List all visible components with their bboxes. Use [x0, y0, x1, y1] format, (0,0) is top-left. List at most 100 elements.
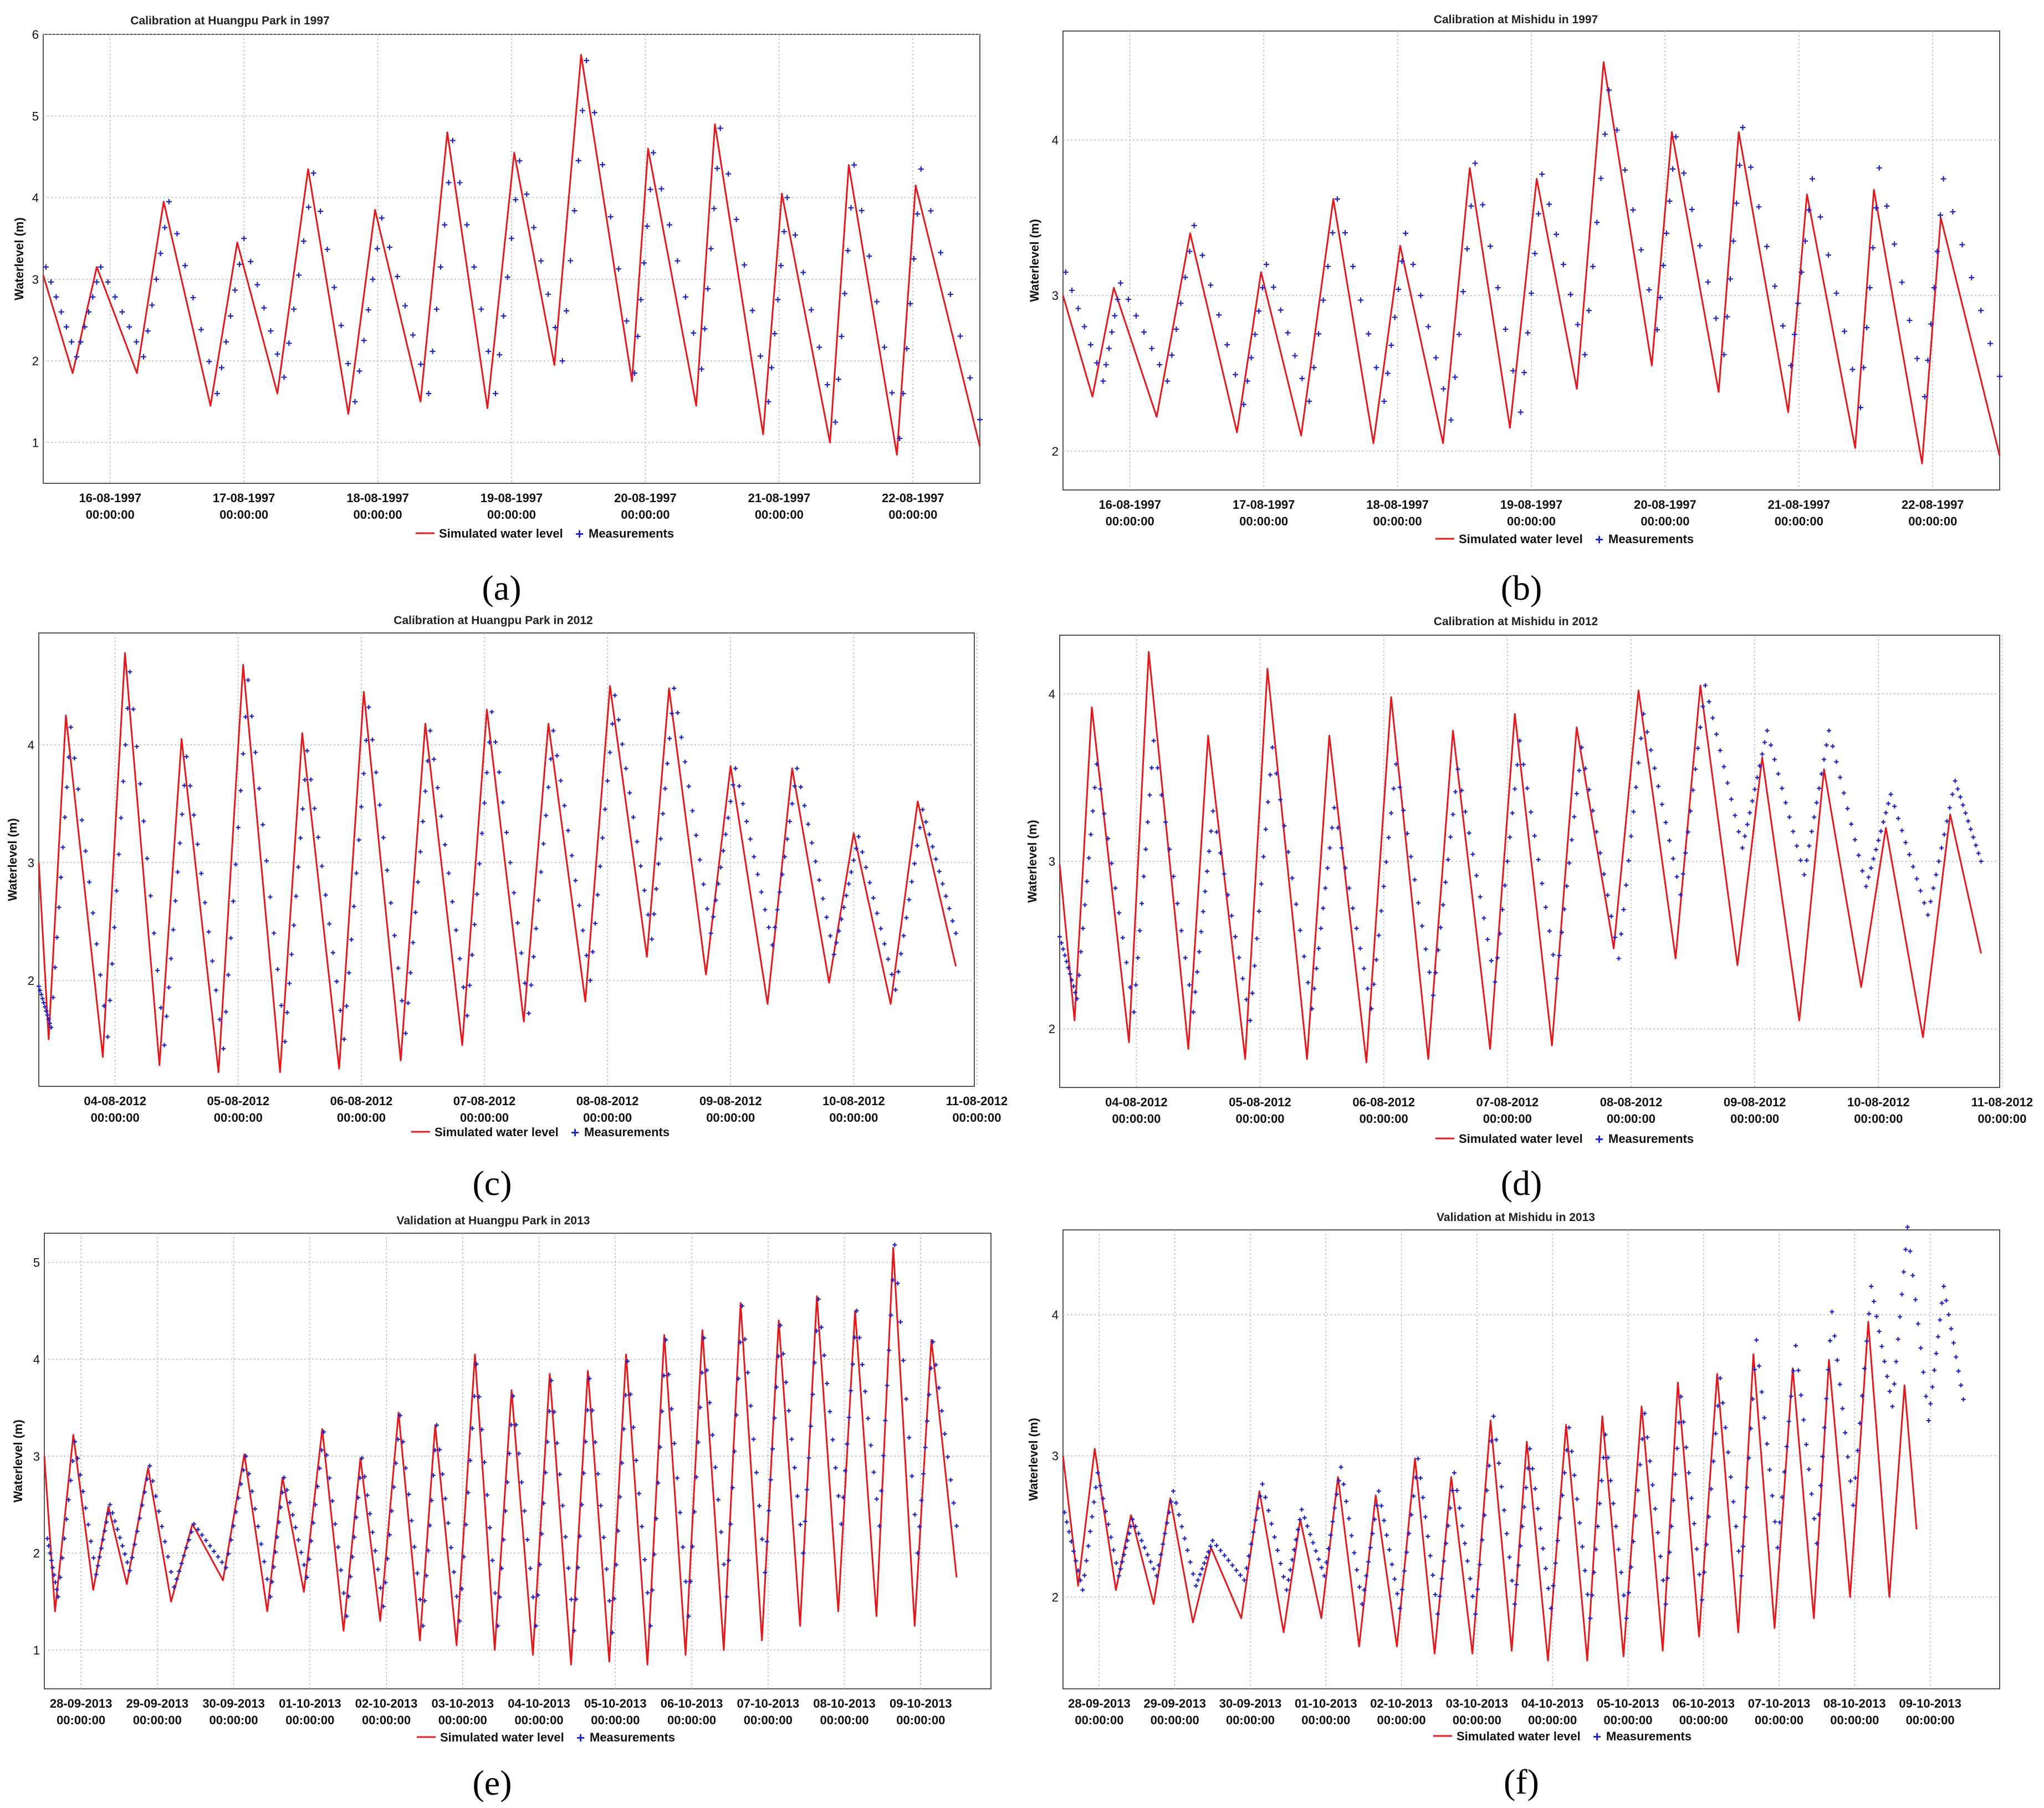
measurement-point [1720, 1401, 1725, 1406]
measurement-point [1094, 762, 1099, 767]
measurement-point [440, 1472, 445, 1477]
measurement-point [554, 1441, 559, 1446]
axis-ticks: 23404-08-201200:00:0005-08-201200:00:000… [28, 738, 1008, 1125]
measurement-point [1572, 814, 1577, 819]
measurement-point [500, 313, 507, 319]
measurement-point [1295, 1527, 1300, 1532]
measurement-point [177, 1569, 182, 1574]
measurement-point [1802, 238, 1808, 244]
measurement-point [296, 272, 302, 278]
measurement-point [1450, 812, 1455, 817]
measurement-point [513, 197, 519, 203]
measurement-point [953, 931, 958, 936]
measurement-point [504, 274, 510, 280]
measurement-point [1680, 871, 1685, 876]
legend-simulated-label: Simulated water level [440, 1730, 564, 1744]
measurement-point [1139, 901, 1144, 906]
measurement-point [237, 261, 243, 267]
measurement-point [743, 1337, 748, 1342]
measurement-point [1798, 858, 1803, 863]
measurement-point [1230, 1563, 1235, 1568]
x-tick-date: 06-08-2012 [1352, 1095, 1415, 1109]
measurement-point [448, 1545, 453, 1550]
measurement-point [778, 1323, 783, 1328]
x-tick-date: 05-08-2012 [1229, 1095, 1291, 1109]
measurement-point [418, 849, 423, 854]
measurement-point [1853, 1475, 1858, 1480]
measurement-point [1076, 973, 1081, 978]
measurement-point [430, 348, 436, 354]
measurement-point [1939, 845, 1944, 850]
measurement-point [1456, 331, 1462, 338]
measurement-point [406, 1000, 411, 1005]
measurement-point [1460, 289, 1466, 295]
measurement-point [574, 1597, 579, 1602]
measurement-point [1064, 959, 1069, 964]
measurement-point [117, 1535, 122, 1540]
x-tick-time: 00:00:00 [337, 1111, 386, 1125]
measurement-point [690, 808, 695, 813]
measurement-point [1366, 331, 1372, 337]
measurement-point [457, 1618, 462, 1623]
measurement-point [1290, 876, 1295, 881]
measurement-point [658, 836, 663, 841]
chart-panel-c: Calibration at Huangpu Park in 2012 2340… [6, 614, 1008, 1203]
measurement-point [1553, 1561, 1558, 1566]
measurement-point [182, 1553, 187, 1558]
measurement-point [334, 979, 339, 984]
measurement-point [125, 1560, 130, 1565]
measurement-point [1290, 1557, 1295, 1562]
measurement-point [1399, 258, 1405, 264]
measurement-point [1330, 825, 1335, 830]
measurement-point [1503, 326, 1509, 332]
measurement-point [1316, 1557, 1321, 1562]
measurement-point [321, 1429, 326, 1434]
measurement-point [1124, 960, 1129, 965]
measurement-point [802, 803, 807, 808]
measurement-point [524, 191, 530, 197]
legend-measured-marker: + [576, 1729, 585, 1746]
measurement-point [286, 340, 292, 346]
measurement-point [190, 294, 196, 300]
measurement-point [179, 1561, 184, 1566]
measurement-point [647, 186, 653, 192]
measurement-point [287, 981, 292, 986]
measurement-point [584, 58, 590, 64]
measurement-point [534, 1623, 539, 1628]
grid-lines [43, 34, 980, 483]
measurement-point [1391, 786, 1396, 791]
measurement-point [939, 1408, 944, 1413]
measurement-point [1384, 1533, 1389, 1538]
measurement-point [877, 1524, 882, 1529]
measurement-point [228, 1538, 233, 1543]
measurement-point [713, 1465, 718, 1470]
measurement-point [839, 917, 844, 922]
x-tick-time: 00:00:00 [1906, 1713, 1955, 1727]
measurement-point [493, 739, 498, 744]
measurement-point [1624, 882, 1629, 887]
measurement-point [1057, 934, 1062, 939]
measurement-point [1384, 860, 1389, 865]
measurement-point [834, 940, 839, 945]
measurement-point [466, 1490, 471, 1495]
measurement-point [757, 1503, 762, 1508]
x-tick-time: 00:00:00 [706, 1111, 755, 1125]
measurement-point [427, 1523, 432, 1528]
measurement-point [846, 1415, 851, 1420]
measurement-point [967, 375, 973, 381]
measurement-point [1557, 953, 1562, 958]
measurement-point [1388, 342, 1394, 348]
measurement-point [1731, 1499, 1736, 1504]
x-tick-time: 00:00:00 [1226, 1713, 1275, 1727]
measurement-point [674, 258, 681, 264]
measurement-point [493, 391, 499, 396]
measurement-point [182, 263, 188, 269]
measurement-point [1095, 1470, 1100, 1475]
y-tick-label: 2 [28, 974, 34, 988]
measurement-point [76, 786, 81, 791]
measurement-point [53, 294, 59, 300]
x-tick-time: 00:00:00 [1641, 514, 1689, 528]
measurement-point [459, 1586, 464, 1591]
measurement-point [1873, 847, 1878, 852]
measurement-point [1278, 307, 1284, 313]
